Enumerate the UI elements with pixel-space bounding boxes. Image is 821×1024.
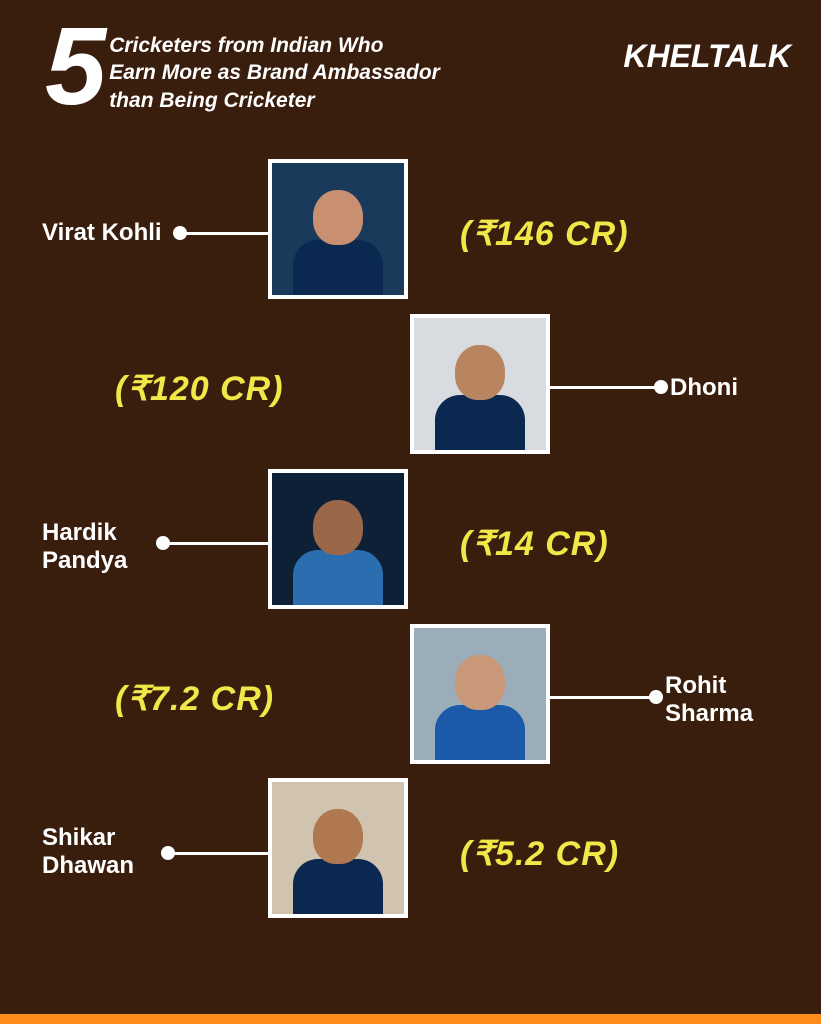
player-amount: (₹146 CR) <box>460 214 629 254</box>
connector-dot <box>654 380 668 394</box>
connector-line <box>168 852 268 855</box>
connector-line <box>550 386 660 389</box>
title-line-1: Cricketers from Indian Who <box>109 32 440 59</box>
players-content: Virat Kohli (₹146 CR) Dhoni (₹120 CR) Hardik… <box>0 124 821 974</box>
title-block: 5 Cricketers from Indian Who Earn More a… <box>45 20 440 114</box>
logo-prefix: KHEL <box>623 38 708 74</box>
player-amount: (₹14 CR) <box>460 524 609 564</box>
title-text: Cricketers from Indian Who Earn More as … <box>109 32 440 114</box>
connector-dot <box>161 846 175 860</box>
title-line-2: Earn More as Brand Ambassador <box>109 59 440 86</box>
connector-line <box>163 542 268 545</box>
brand-logo: KHELTALK <box>623 38 791 75</box>
player-name: Hardik Pandya <box>42 519 127 575</box>
player-portrait <box>410 624 550 764</box>
player-amount: (₹120 CR) <box>115 369 284 409</box>
bottom-bar <box>0 1014 821 1024</box>
player-portrait <box>268 469 408 609</box>
connector-dot <box>173 226 187 240</box>
connector-dot <box>156 536 170 550</box>
player-portrait <box>268 778 408 918</box>
player-portrait <box>268 159 408 299</box>
big-number: 5 <box>45 20 101 114</box>
logo-suffix: TALK <box>708 38 791 74</box>
connector-line <box>180 232 268 235</box>
player-portrait <box>410 314 550 454</box>
connector-dot <box>649 690 663 704</box>
player-name: Shikar Dhawan <box>42 824 134 880</box>
player-amount: (₹7.2 CR) <box>115 679 274 719</box>
title-line-3: than Being Cricketer <box>109 87 440 114</box>
player-name: Virat Kohli <box>42 219 162 247</box>
player-name: Dhoni <box>670 374 738 402</box>
player-name: Rohit Sharma <box>665 672 753 728</box>
player-amount: (₹5.2 CR) <box>460 834 619 874</box>
connector-line <box>550 696 655 699</box>
header: 5 Cricketers from Indian Who Earn More a… <box>0 0 821 124</box>
